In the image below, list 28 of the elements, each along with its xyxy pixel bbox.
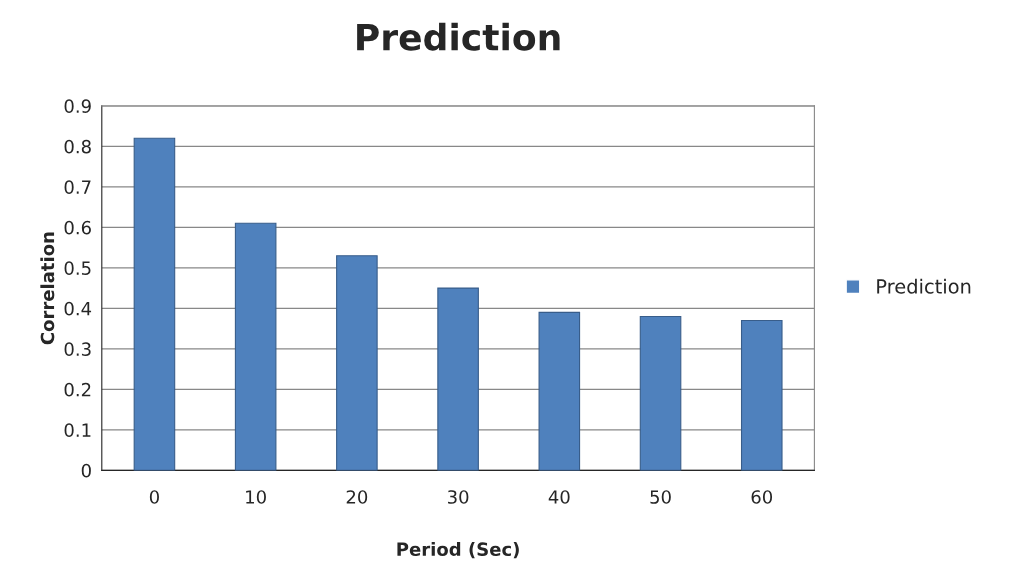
x-tick-label: 40 [548, 490, 570, 504]
x-axis-title: Period (Sec) [397, 542, 519, 559]
y-tick-label: 0.8 [64, 139, 91, 154]
bar [639, 315, 682, 471]
y-tick-label: 0.2 [64, 382, 91, 397]
x-tick-label: 30 [447, 490, 469, 504]
x-tick-label: 50 [650, 490, 671, 504]
y-tick-label: 0.9 [64, 99, 91, 113]
chart-title: Prediction [357, 22, 560, 51]
bar [437, 287, 479, 471]
y-axis-title: Correlation [40, 232, 55, 345]
bar [133, 137, 176, 471]
y-tick-label: 0.3 [64, 342, 91, 356]
y-tick-label: 0.4 [64, 301, 92, 316]
legend-label: Prediction [877, 278, 971, 294]
x-tick-label: 60 [751, 490, 773, 504]
x-tick-label: 10 [246, 490, 266, 504]
bar [740, 319, 783, 471]
bar [336, 255, 378, 471]
x-tick-label: 20 [346, 490, 368, 504]
y-tick-label: 0.7 [64, 180, 91, 194]
y-tick-label: 0 [81, 463, 91, 478]
bar [538, 311, 581, 471]
y-tick-label: 0.5 [64, 261, 91, 275]
x-tick-label: 0 [149, 490, 159, 504]
y-tick-label: 0.1 [64, 423, 91, 438]
bar [234, 222, 277, 471]
y-tick-label: 0.6 [64, 220, 91, 235]
